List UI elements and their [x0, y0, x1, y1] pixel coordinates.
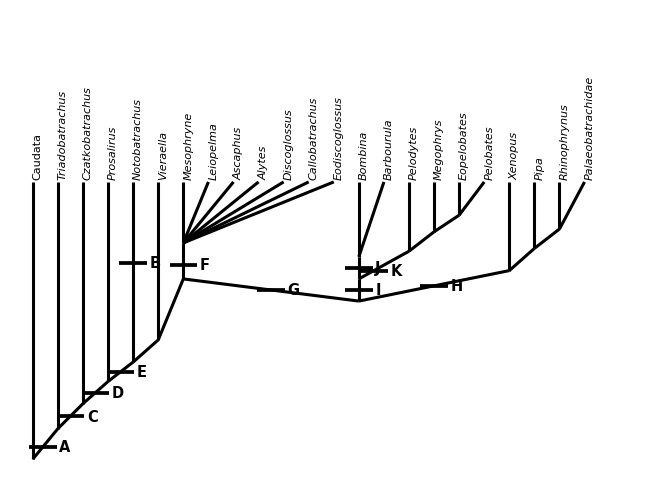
- Text: Czatkobatrachus: Czatkobatrachus: [83, 86, 93, 180]
- Text: Eodiscoglossus: Eodiscoglossus: [334, 96, 344, 180]
- Text: G: G: [287, 283, 300, 298]
- Text: A: A: [59, 439, 71, 454]
- Text: Palaeobatrachidae: Palaeobatrachidae: [584, 76, 595, 180]
- Text: Pelobates: Pelobates: [484, 125, 494, 180]
- Text: E: E: [137, 364, 147, 379]
- Text: Triadobatrachus: Triadobatrachus: [58, 90, 68, 180]
- Text: Vieraella: Vieraella: [158, 131, 168, 180]
- Text: Leiopelma: Leiopelma: [209, 122, 218, 180]
- Text: B: B: [150, 256, 161, 271]
- Text: Ascaphus: Ascaphus: [233, 127, 244, 180]
- Text: H: H: [450, 279, 463, 294]
- Text: Pelodytes: Pelodytes: [409, 126, 419, 180]
- Text: Eopelobates: Eopelobates: [459, 111, 469, 180]
- Text: C: C: [87, 409, 98, 424]
- Text: I: I: [375, 283, 381, 298]
- Text: Barbourula: Barbourula: [384, 118, 394, 180]
- Text: Notobatrachus: Notobatrachus: [133, 98, 143, 180]
- Text: Xenopus: Xenopus: [510, 132, 519, 180]
- Text: Prosalirus: Prosalirus: [108, 125, 118, 180]
- Text: F: F: [200, 257, 209, 272]
- Text: D: D: [112, 385, 124, 400]
- Text: Rhinophrynus: Rhinophrynus: [560, 103, 569, 180]
- Text: Callobatrachus: Callobatrachus: [309, 97, 318, 180]
- Text: Bombina: Bombina: [359, 131, 369, 180]
- Text: Alytes: Alytes: [259, 146, 268, 180]
- Text: Megophrys: Megophrys: [434, 119, 444, 180]
- Text: Discoglossus: Discoglossus: [283, 108, 294, 180]
- Text: K: K: [390, 264, 402, 278]
- Text: Pipa: Pipa: [534, 156, 545, 180]
- Text: Mesophryne: Mesophryne: [183, 112, 193, 180]
- Text: J: J: [375, 261, 381, 276]
- Text: Caudata: Caudata: [33, 133, 43, 180]
